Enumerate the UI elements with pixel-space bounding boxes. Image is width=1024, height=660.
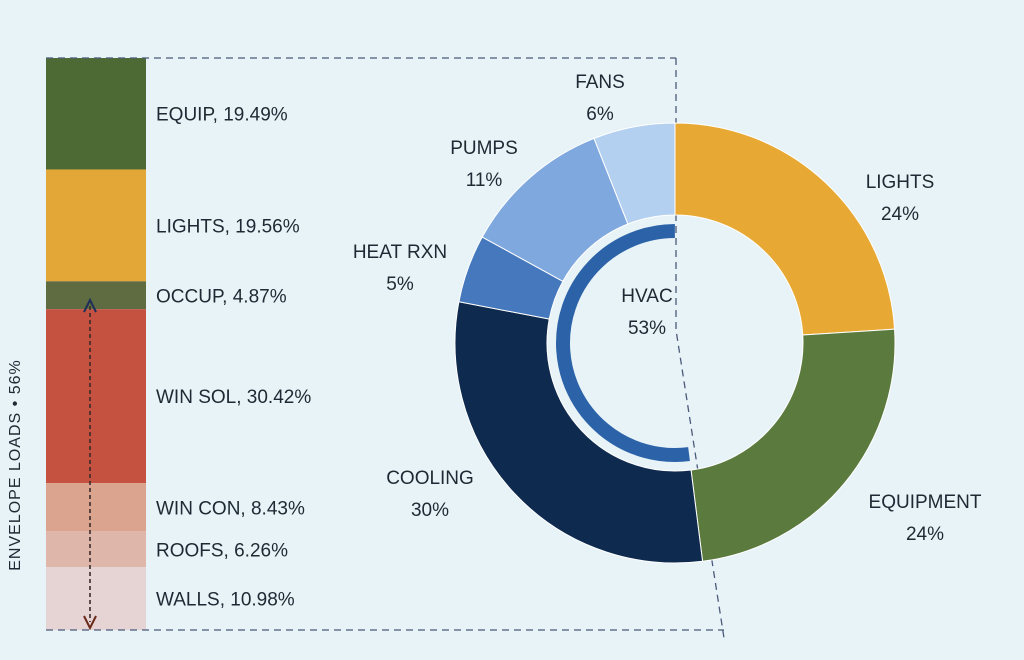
donut-label-heat-rxn: HEAT RXN — [353, 242, 447, 263]
donut-center-value: 53% — [628, 318, 666, 339]
donut-slice-lights — [674, 122, 896, 336]
envelope-loads-label: ENVELOPE LOADS • 56% — [7, 359, 24, 570]
donut-center-title: HVAC — [621, 286, 672, 307]
donut-label-cooling: COOLING — [386, 468, 474, 489]
bar-segment-win-sol — [46, 309, 146, 484]
donut-pct-fans: 6% — [586, 104, 614, 125]
donut-pct-equipment: 24% — [906, 524, 944, 545]
donut-label-fans: FANS — [575, 72, 625, 93]
bar-segment-roofs — [46, 531, 146, 568]
donut-pct-cooling: 30% — [411, 500, 449, 521]
donut-pct-pumps: 11% — [466, 170, 503, 191]
bar-label-equip: EQUIP, 19.49% — [156, 105, 288, 126]
stacked-bar-chart: EQUIP, 19.49% LIGHTS, 19.56% OCCUP, 4.87% W… — [7, 58, 311, 631]
donut-chart: LIGHTS 24% EQUIPMENT 24% COOLING 30% HEAT RXN 5… — [353, 72, 982, 564]
bar-segment-occup — [46, 281, 146, 310]
donut-label-lights: LIGHTS — [866, 172, 935, 193]
bar-label-win-sol: WIN SOL, 30.42% — [156, 387, 311, 408]
bar-label-win-con: WIN CON, 8.43% — [156, 498, 305, 519]
bar-segment-walls — [46, 567, 146, 630]
bar-label-walls: WALLS, 10.98% — [156, 590, 295, 611]
bar-label-lights: LIGHTS, 19.56% — [156, 216, 300, 237]
bar-label-roofs: ROOFS, 6.26% — [156, 540, 288, 561]
bar-label-occup: OCCUP, 4.87% — [156, 286, 287, 307]
donut-pct-heat-rxn: 5% — [386, 274, 414, 295]
bar-segment-win-con — [46, 483, 146, 532]
bar-segment-lights — [46, 169, 146, 282]
donut-label-pumps: PUMPS — [450, 138, 518, 159]
envelope-arrow-up-head — [83, 297, 97, 313]
donut-pct-lights: 24% — [881, 204, 919, 225]
hvac-inner-arc — [556, 224, 690, 462]
bar-segment-equip — [46, 58, 146, 170]
envelope-arrow-down-head — [83, 615, 97, 631]
donut-slice-equipment — [690, 328, 896, 562]
donut-label-equipment: EQUIPMENT — [869, 492, 982, 513]
donut-slice-fans — [593, 122, 676, 225]
donut-slice-cooling — [454, 301, 704, 564]
